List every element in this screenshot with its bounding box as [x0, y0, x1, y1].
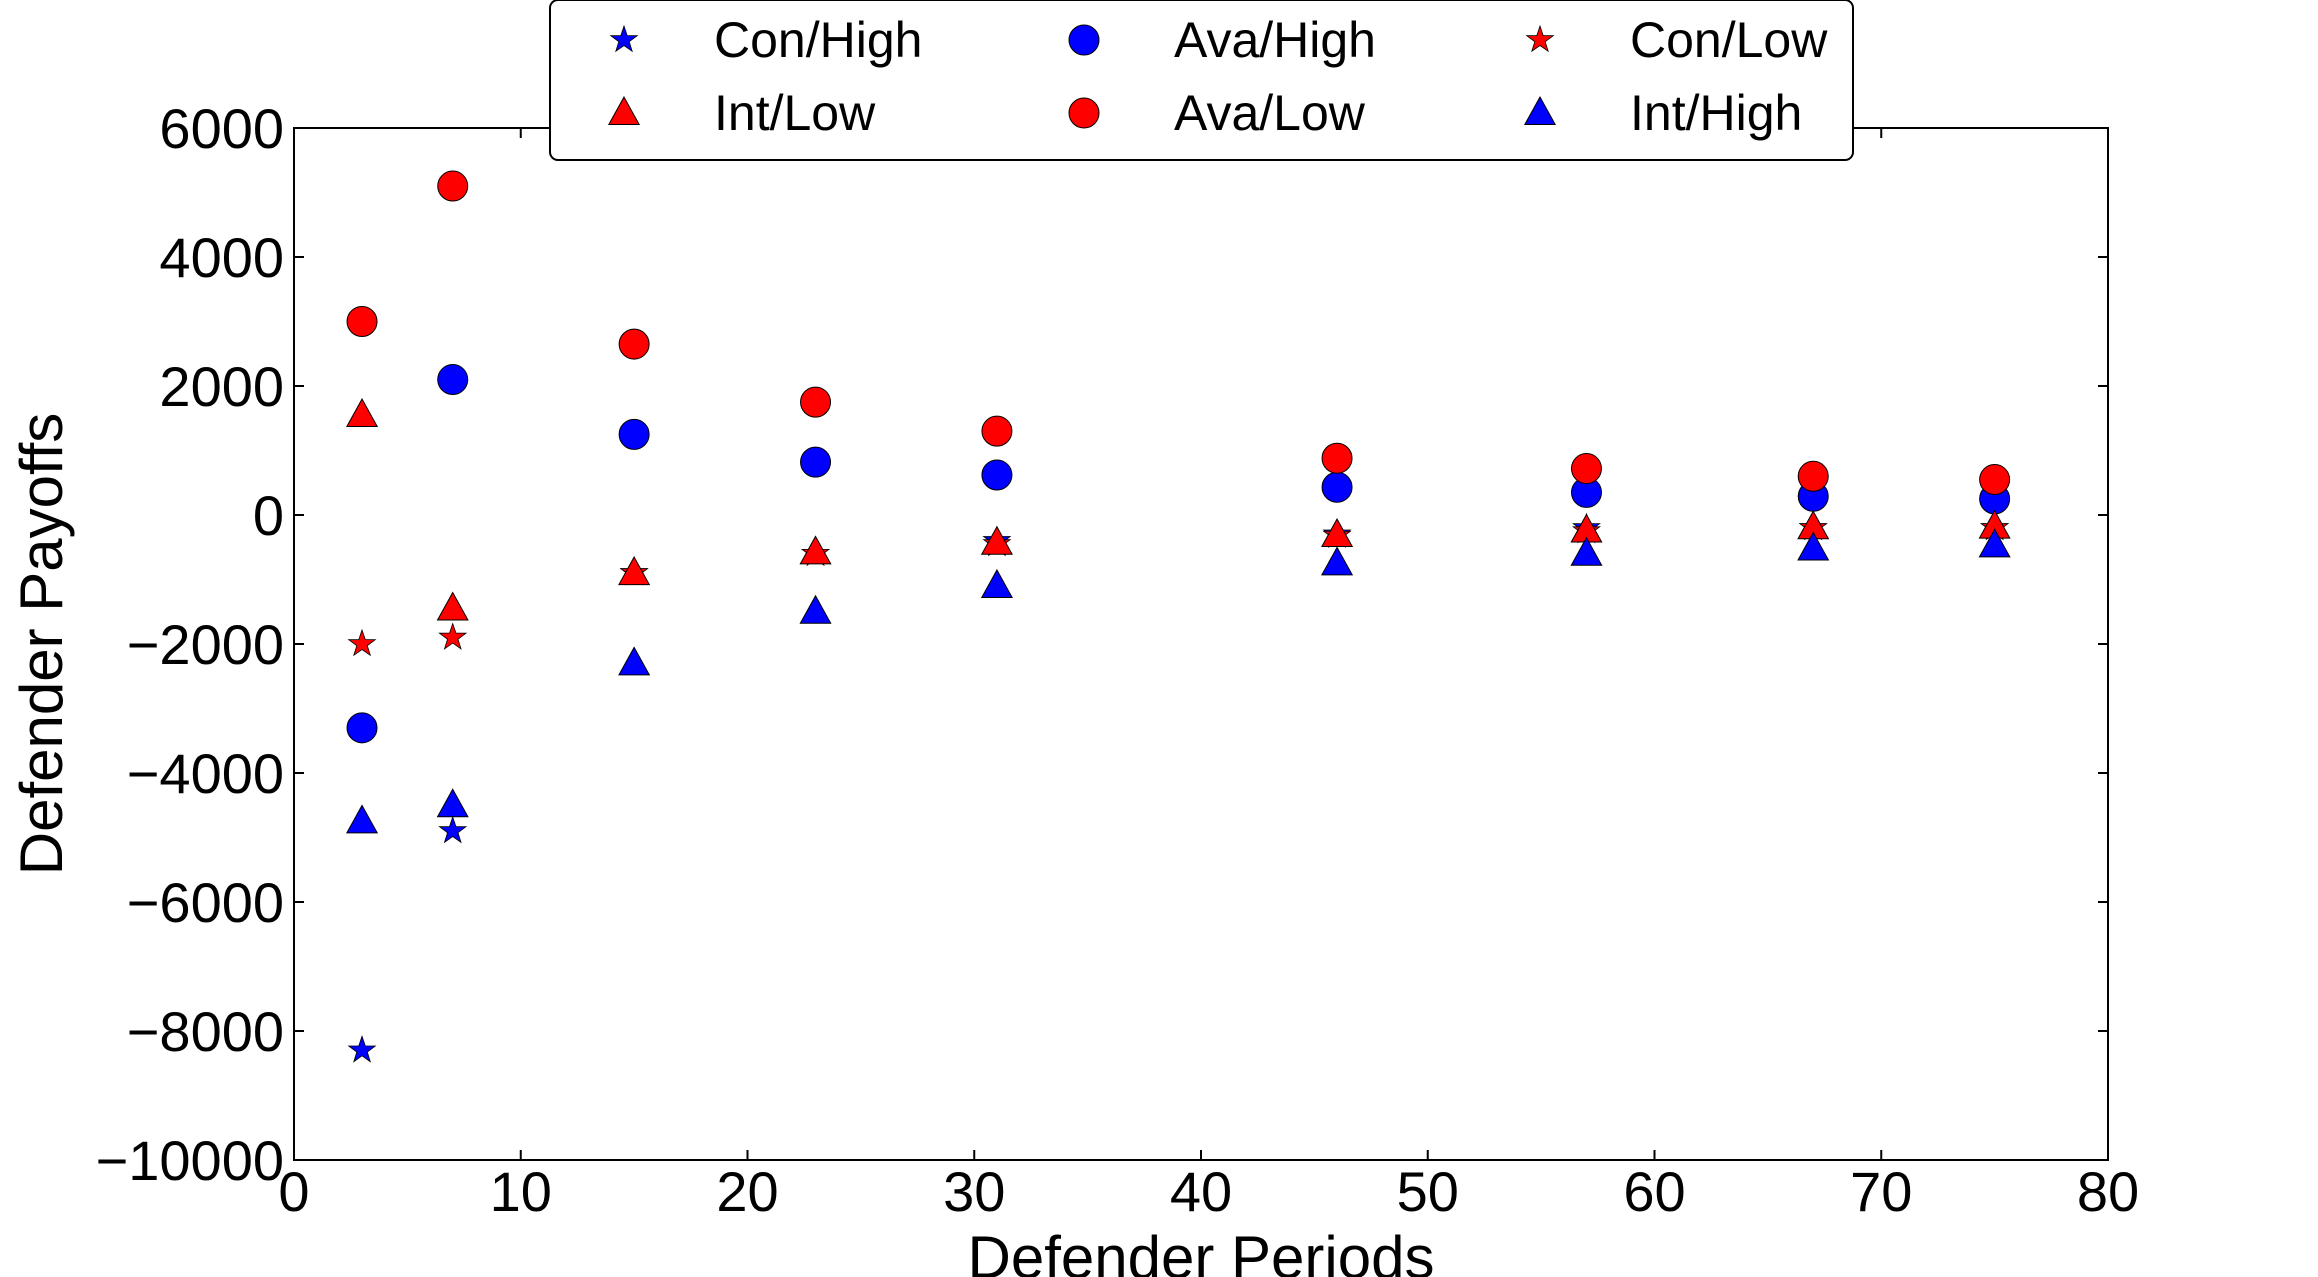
- legend-label: Con/Low: [1630, 12, 1828, 68]
- y-tick-label: −2000: [127, 613, 284, 676]
- point-con-low: [438, 622, 468, 650]
- y-tick-label: 0: [253, 484, 284, 547]
- point-ava-low: [1321, 442, 1353, 474]
- x-tick-label: 40: [1170, 1160, 1232, 1223]
- point-ava-low: [1797, 460, 1829, 492]
- point-int-low: [799, 535, 832, 565]
- y-tick-label: −6000: [127, 871, 284, 934]
- point-ava-low: [1979, 464, 2011, 496]
- x-tick-label: 50: [1397, 1160, 1459, 1223]
- point-int-high: [345, 804, 379, 834]
- legend-marker-con-low: [1525, 24, 1555, 53]
- point-con-high: [347, 1035, 377, 1063]
- legend-label: Con/High: [714, 12, 922, 68]
- y-tick-label: 4000: [159, 226, 284, 289]
- x-axis-label: Defender Periods: [968, 1224, 1435, 1277]
- point-int-high: [799, 594, 832, 624]
- axis-tick-labels: 0 10 20 30 40 50 60 70 80 −10000 −8000 −6000 −4000 −2…: [96, 97, 2140, 1223]
- y-tick-label: −10000: [96, 1129, 284, 1192]
- legend-marker-ava-high: [1068, 24, 1100, 56]
- axis-ticks: [293, 127, 2109, 1161]
- legend-label: Int/Low: [714, 85, 876, 141]
- y-tick-label: 2000: [159, 355, 284, 418]
- legend-label: Ava/High: [1174, 12, 1376, 68]
- x-tick-label: 70: [1850, 1160, 1912, 1223]
- point-int-high: [1797, 531, 1830, 561]
- x-tick-label: 0: [278, 1160, 309, 1223]
- y-tick-label: 6000: [159, 97, 284, 160]
- point-ava-low: [800, 386, 832, 418]
- point-int-low: [345, 397, 379, 428]
- point-int-high: [618, 646, 651, 676]
- legend-label: Int/High: [1630, 85, 1802, 141]
- point-ava-low: [981, 415, 1013, 447]
- x-tick-label: 60: [1623, 1160, 1685, 1223]
- point-con-low: [347, 628, 377, 657]
- x-tick-label: 20: [716, 1160, 778, 1223]
- point-ava-high: [981, 459, 1013, 491]
- legend-label: Ava/Low: [1174, 85, 1366, 141]
- x-tick-label: 80: [2077, 1160, 2139, 1223]
- legend-marker-int-low: [607, 95, 641, 126]
- point-ava-low: [437, 170, 469, 202]
- data-points: [345, 170, 2011, 1063]
- point-int-high: [1570, 536, 1603, 566]
- point-ava-high: [800, 446, 832, 478]
- point-ava-high: [437, 364, 469, 396]
- y-tick-label: −4000: [127, 742, 284, 805]
- point-ava-high: [1321, 471, 1353, 503]
- point-int-high: [1978, 528, 2011, 558]
- point-int-high: [980, 568, 1013, 598]
- legend-marker-ava-low: [1068, 97, 1100, 129]
- y-axis-label: Defender Payoffs: [8, 413, 75, 876]
- point-int-high: [1321, 546, 1354, 576]
- plot-frame: [293, 127, 2109, 1161]
- point-ava-low: [346, 306, 378, 337]
- point-ava-low: [1570, 453, 1602, 485]
- point-int-high: [436, 788, 469, 818]
- point-int-low: [618, 556, 651, 586]
- point-ava-low: [618, 328, 650, 360]
- point-ava-high: [346, 712, 378, 744]
- point-con-high: [438, 815, 468, 844]
- y-tick-label: −8000: [127, 1000, 284, 1063]
- legend: Con/High Ava/High Con/Low Int/Low Ava/Low Int…: [549, 0, 1854, 161]
- point-int-low: [980, 525, 1013, 555]
- legend-marker-int-high: [1523, 95, 1557, 126]
- point-int-low: [436, 591, 469, 621]
- point-ava-high: [618, 418, 650, 450]
- x-tick-label: 30: [943, 1160, 1005, 1223]
- legend-marker-con-high: [609, 24, 639, 53]
- x-tick-label: 10: [490, 1160, 552, 1223]
